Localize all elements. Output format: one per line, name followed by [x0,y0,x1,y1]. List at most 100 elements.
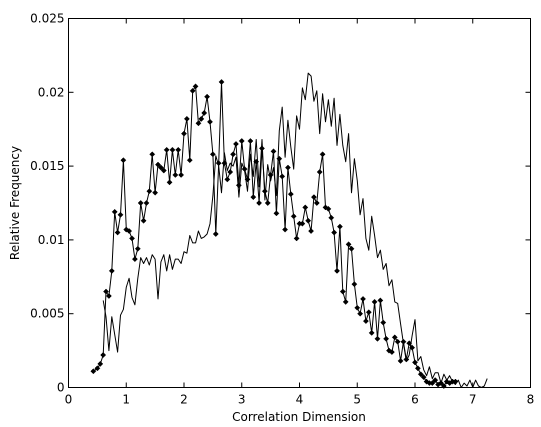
series-1-point [284,164,291,171]
series-1-point [414,365,421,372]
series-1-point [169,146,176,153]
series-1-point [334,267,340,274]
series-1-point [198,115,205,122]
series-1-point [155,161,161,168]
series-1-point [209,151,216,158]
series-1-point [175,146,182,153]
series-1-point [94,365,101,372]
series-1-point [227,169,234,175]
series-1-point [316,169,323,175]
series-1-point [319,151,326,158]
series-1-point [342,298,349,305]
series-1-point [100,352,107,358]
series-1-point [192,83,199,90]
series-1-point [279,173,286,180]
series-1-point [157,164,164,171]
series-1-point [224,176,231,183]
series-1-point [212,231,219,237]
series-1-point [103,288,109,295]
series-1-point [140,217,147,224]
series-1-point [152,189,159,196]
x-tick-label: 5 [353,393,361,407]
series-1-point [270,148,277,155]
series-1-point [183,115,190,122]
series-1-point [111,208,118,215]
series-1-point [201,110,208,116]
series-1-point [256,200,263,206]
series-1-point [247,138,254,144]
x-tick-label: 2 [180,393,188,407]
series-1-point [302,204,309,211]
series-1-point [273,210,280,217]
x-tick-label: 4 [296,393,304,407]
series-1-point [146,188,153,195]
series-1-point [440,383,447,389]
x-tick-label: 7 [469,393,477,407]
series-1-point [181,130,187,137]
series-1-point [117,211,124,218]
series-1-point [290,213,297,220]
series-1-point [362,318,369,325]
series-1-point [287,191,294,198]
series-1-point [325,205,332,212]
series-1-point [299,220,306,227]
series-1-point [351,281,358,288]
series-1-point [178,172,185,178]
x-tick-label: 1 [122,393,130,407]
series-1-point [189,87,196,94]
y-tick-label: 0.005 [30,307,64,321]
series-1-point [149,151,156,158]
series-1-point [131,256,138,263]
series-1-point [348,245,355,252]
series-1-point [377,297,384,304]
x-tick-label: 6 [411,393,419,407]
axis-ticks: 0 1 2 3 4 5 6 7 8 0 0.005 0.01 0.015 0.02 0.025 [30,12,534,407]
series-1-point [313,200,320,206]
series-1-point [305,217,312,224]
y-tick-label: 0.025 [30,12,64,26]
series-1-point [386,347,392,354]
series-1-point [394,338,401,345]
series-1-point [345,241,352,248]
series-1-point [371,298,378,305]
series-1-point [90,368,97,375]
series-1-point [114,229,121,236]
series-1-point [380,319,387,326]
series-1-point [276,155,283,162]
y-axis-label: Relative Frequency [8,146,22,260]
y-tick-label: 0.015 [30,159,64,173]
series-1-point [233,141,239,147]
series-layer [90,72,488,389]
series-1-point [391,334,398,341]
series-1-point [238,138,245,144]
x-tick-label: 8 [527,393,535,407]
series-1-point [368,329,375,336]
series-1-point [105,293,112,299]
series-1-point [308,228,315,234]
series-1-point [432,377,439,384]
series-1-point [293,235,300,242]
series-1-point [137,200,144,206]
series-1-point [172,172,179,178]
series-1-point [397,357,404,364]
series-1-point [336,223,343,230]
series-1-point [204,93,211,100]
series-1-point [129,235,135,242]
x-tick-label: 0 [65,393,73,407]
x-axis-label: Correlation Dimension [232,410,366,424]
series-1-point [383,335,390,342]
y-tick-label: 0.01 [38,233,65,247]
series-1-point [365,309,372,316]
series-1-point [429,380,436,387]
y-tick-label: 0.02 [38,85,65,99]
series-2-line [102,72,488,388]
series-1-point [357,310,364,317]
series-1-point [134,245,141,252]
series-1-point [417,371,424,378]
series-1-point [186,157,193,164]
series-1-point [250,194,257,201]
y-tick-label: 0 [57,381,65,395]
series-1-point [282,226,289,233]
series-1-point [218,79,225,85]
